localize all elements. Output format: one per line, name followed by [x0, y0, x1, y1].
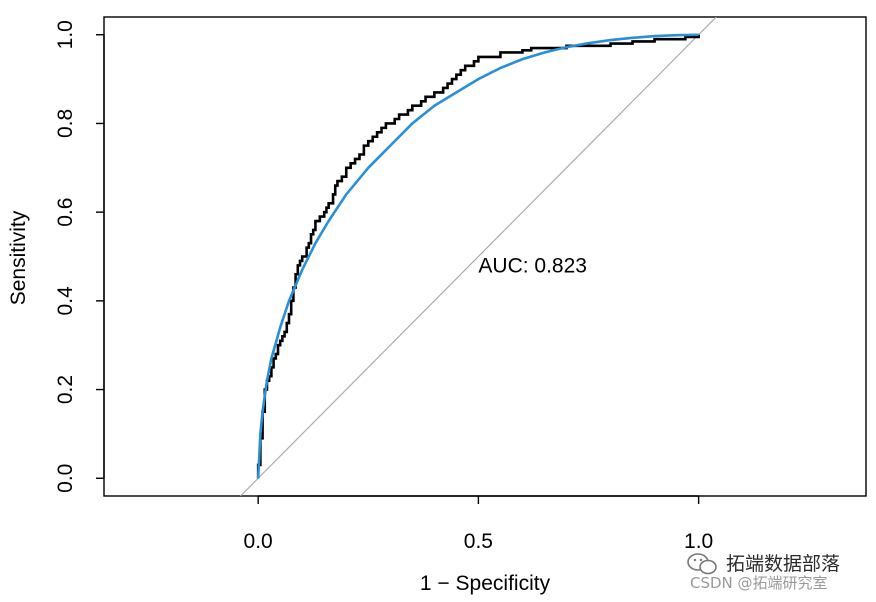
y-tick-label: 0.6 — [54, 198, 77, 227]
x-axis-title: 1 − Specificity — [420, 572, 551, 595]
empirical-roc-line — [256, 34, 700, 479]
watermark-line-1: 拓端数据部落 — [726, 553, 841, 575]
x-tick-label: 0.5 — [464, 530, 493, 553]
reference-diagonal-line — [240, 17, 717, 496]
y-tick-label: 0.8 — [54, 109, 77, 138]
y-tick-label: 1.0 — [54, 20, 77, 49]
smoothed-roc-line — [256, 33, 699, 479]
y-tick-label: 0.0 — [54, 464, 77, 493]
wechat-icon — [687, 553, 717, 575]
y-tick-label: 0.4 — [54, 286, 77, 316]
watermark-line-2: CSDN @拓端研究室 — [690, 574, 828, 592]
x-tick-label: 0.0 — [244, 530, 273, 553]
y-tick-label: 0.2 — [54, 375, 77, 404]
x-tick-label: 1.0 — [684, 530, 713, 553]
auc-annotation: AUC: 0.823 — [478, 254, 587, 277]
y-axis-title: Sensitivity — [7, 210, 30, 305]
